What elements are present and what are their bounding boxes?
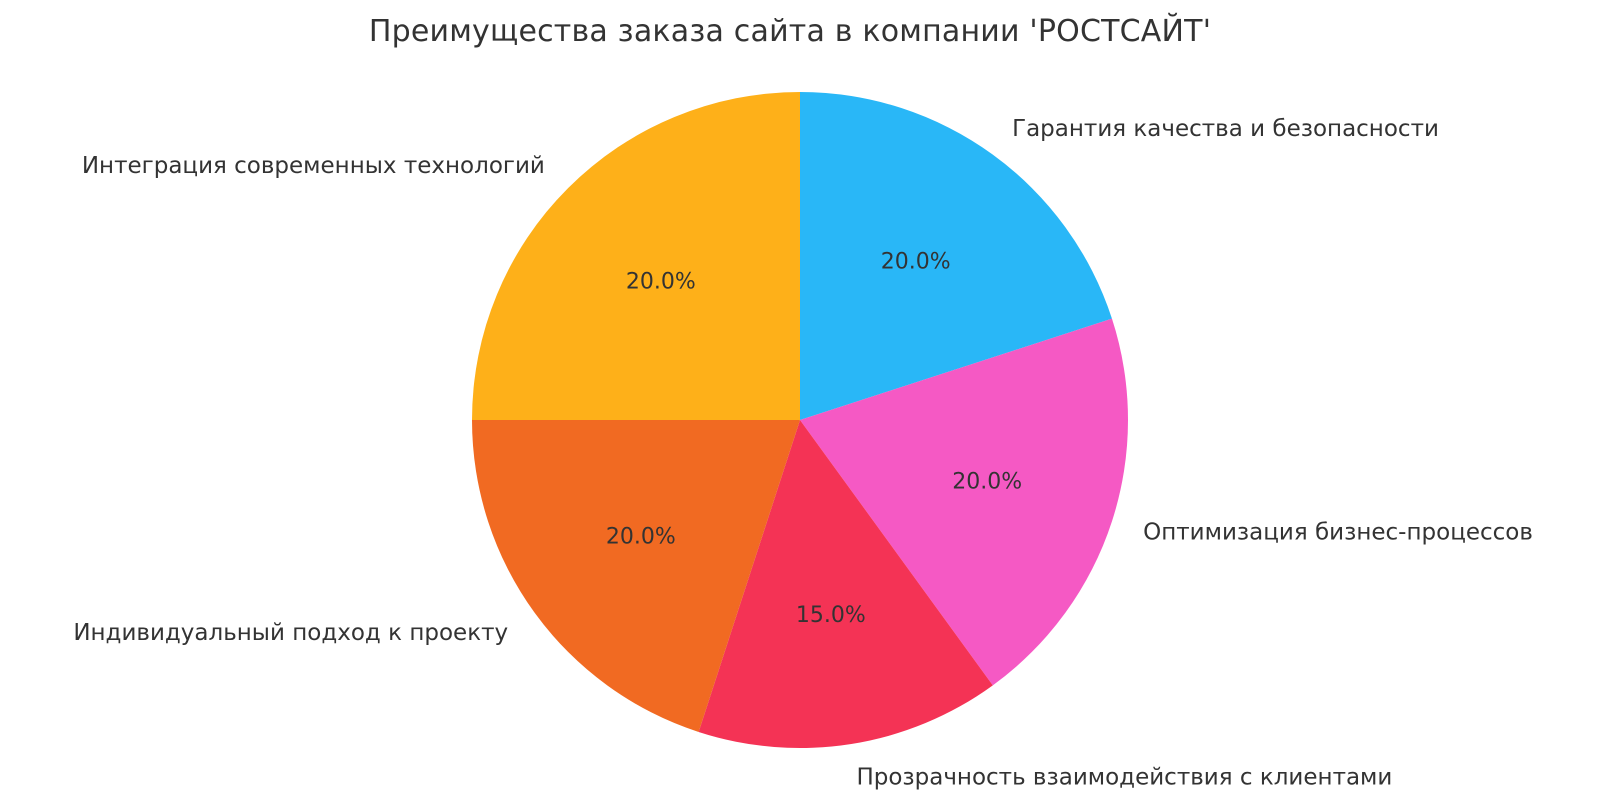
slice-label: Оптимизация бизнес-процессов (1143, 520, 1533, 546)
slice-percent-label: 20.0% (952, 470, 1022, 495)
pie-slice (472, 420, 800, 732)
slice-percent-label: 20.0% (881, 249, 951, 274)
slice-percent-label: 20.0% (626, 270, 696, 295)
slice-percent-label: 20.0% (606, 524, 676, 549)
slice-label: Гарантия качества и безопасности (1012, 116, 1439, 142)
pie-slice (472, 92, 800, 420)
slice-label: Индивидуальный подход к проекту (73, 620, 508, 646)
pie-slice (698, 420, 993, 749)
slice-label: Прозрачность взаимодействия с клиентами (856, 764, 1392, 790)
slice-percent-label: 15.0% (796, 603, 866, 628)
slice-label: Интеграция современных технологий (82, 153, 545, 179)
pie-slice (800, 318, 1129, 686)
chart-title: Преимущества заказа сайта в компании 'РО… (368, 14, 1212, 49)
pie-slice (800, 92, 1112, 420)
